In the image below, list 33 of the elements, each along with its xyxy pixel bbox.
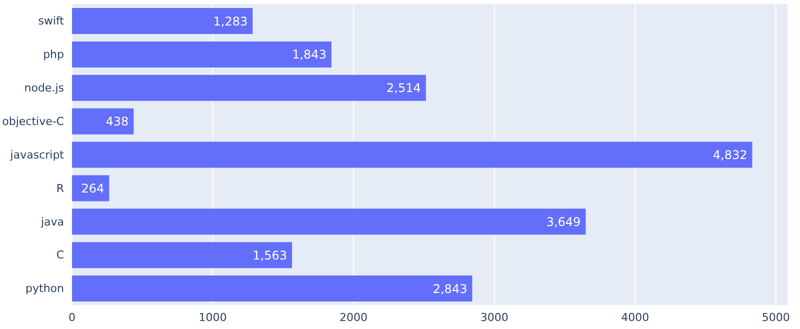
bar (72, 41, 332, 68)
y-tick-label: java (40, 215, 64, 228)
y-tick-label: python (26, 282, 64, 296)
data-label: 438 (106, 114, 129, 129)
x-tick-label: 0 (68, 310, 76, 324)
bar (72, 142, 752, 168)
y-tick-label: C (56, 248, 64, 262)
x-tick-label: 2000 (340, 310, 368, 324)
y-tick-label: node.js (24, 82, 64, 95)
data-label: 1,283 (213, 14, 248, 28)
y-tick-label: swift (38, 14, 65, 28)
bar (72, 276, 472, 302)
data-label: 1,563 (252, 248, 288, 262)
y-tick-label: objective-C (2, 114, 64, 128)
y-tick-label: R (56, 182, 64, 195)
x-tick-label: 3000 (480, 310, 508, 324)
bar (72, 242, 292, 268)
bar (72, 8, 253, 34)
bar (72, 74, 426, 101)
bar (72, 108, 134, 134)
bar (72, 175, 110, 202)
x-tick-label: 1000 (198, 310, 227, 324)
data-label: 4,832 (712, 148, 748, 162)
y-tick-label: php (43, 48, 64, 62)
x-tick-label: 5000 (762, 310, 790, 324)
x-tick-label: 4000 (621, 310, 650, 324)
bar (72, 208, 586, 235)
data-label: 264 (81, 181, 104, 196)
data-label: 1,843 (292, 48, 326, 62)
data-label: 3,649 (546, 214, 581, 229)
data-label: 2,843 (432, 282, 468, 296)
y-tick-label: javascript (9, 148, 65, 162)
data-label: 2,514 (386, 81, 421, 96)
